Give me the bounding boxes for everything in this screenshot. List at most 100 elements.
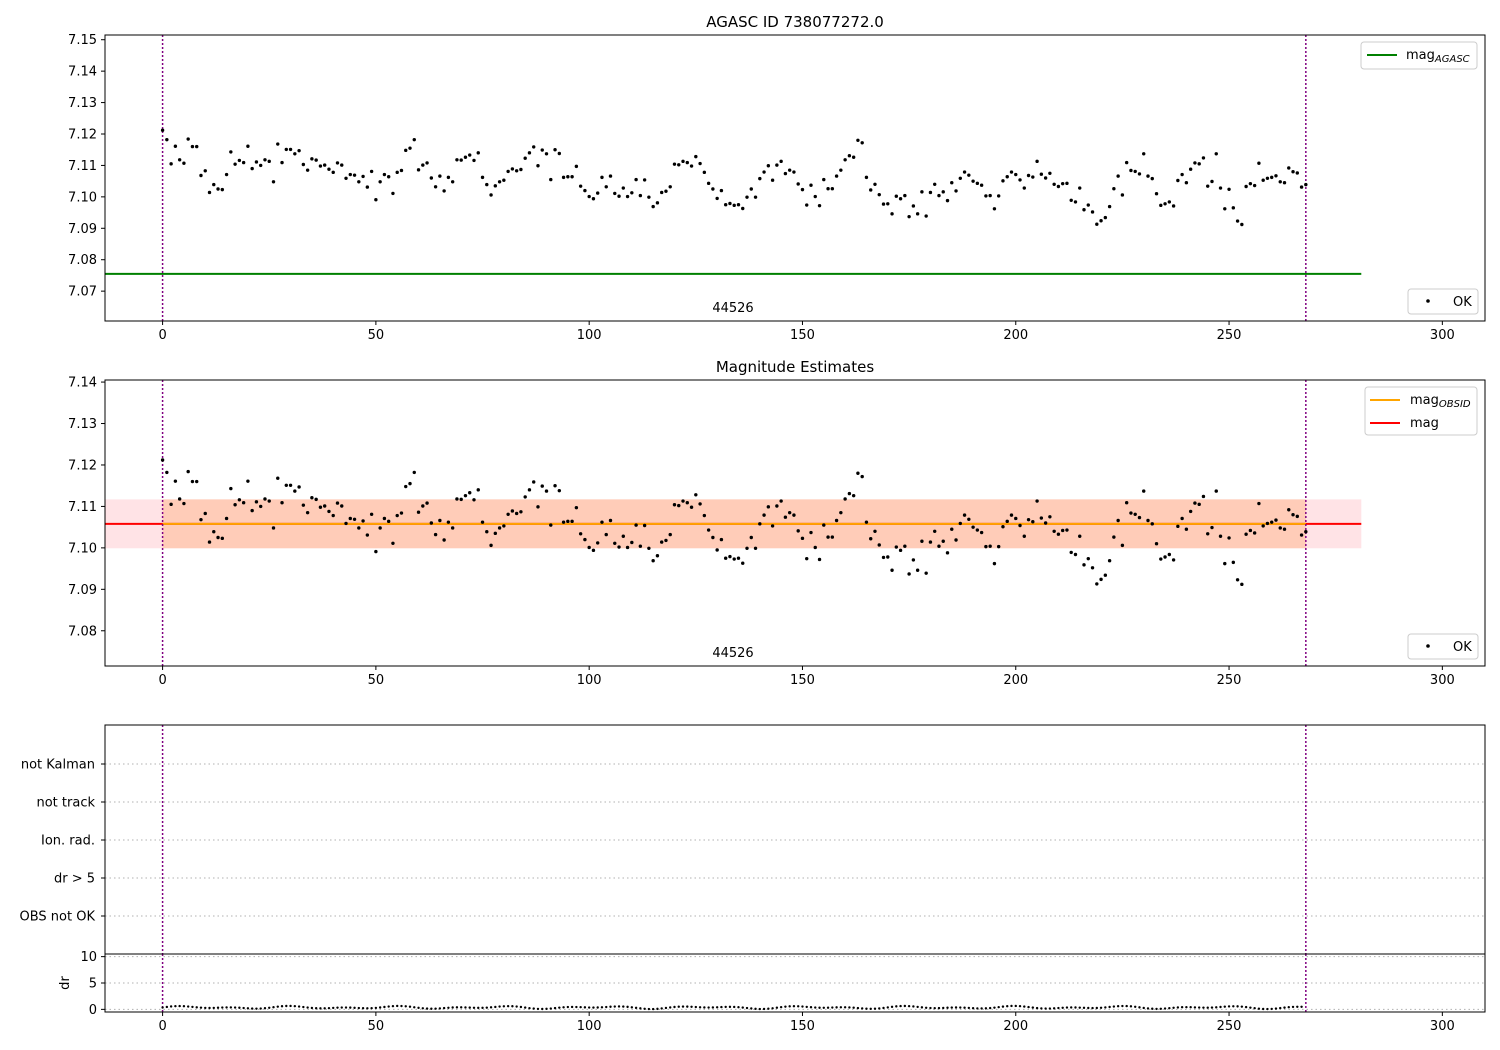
data-point-ok	[1039, 172, 1044, 176]
data-point-ok	[1124, 160, 1129, 165]
data-point-ok	[706, 528, 711, 532]
data-point-ok	[433, 185, 438, 189]
data-point-ok	[770, 524, 775, 528]
x-tick-label: 250	[1217, 673, 1242, 688]
data-point-ok	[480, 175, 485, 180]
data-point-ok	[497, 180, 502, 184]
data-point-ok	[254, 500, 259, 504]
data-point-ok	[173, 144, 178, 148]
data-point-ok	[1095, 582, 1099, 586]
data-point-ok	[195, 479, 199, 484]
dr-data-point	[1040, 1007, 1043, 1010]
data-point-ok	[246, 479, 250, 483]
data-point-ok	[1295, 514, 1300, 519]
data-point-ok	[783, 171, 788, 176]
data-point-ok	[459, 497, 463, 502]
y-tick-label: 7.08	[68, 253, 97, 268]
x-tick-label: 300	[1430, 328, 1455, 343]
data-point-ok	[570, 175, 574, 179]
dr-data-point	[946, 1006, 949, 1009]
x-tick-label: 150	[790, 1019, 815, 1034]
dr-data-point	[1099, 1006, 1103, 1009]
data-point-ok	[1214, 152, 1218, 156]
data-point-ok	[1048, 515, 1052, 519]
data-point-ok	[971, 525, 975, 529]
data-point-ok	[1090, 210, 1095, 214]
data-point-ok	[502, 178, 506, 182]
data-point-ok	[506, 512, 510, 516]
data-point-ok	[800, 187, 805, 192]
dr-data-point	[276, 1005, 279, 1008]
data-point-ok	[1188, 509, 1193, 514]
data-point-ok	[1043, 176, 1048, 180]
data-point-ok	[792, 513, 796, 517]
data-point-ok	[1184, 527, 1189, 531]
data-point-ok	[954, 189, 958, 193]
data-point-ok	[792, 170, 796, 174]
data-point-ok	[668, 185, 672, 189]
data-point-ok	[651, 204, 655, 209]
data-point-ok	[873, 182, 877, 186]
dr-axis-label: dr	[58, 976, 73, 990]
dr-data-point	[430, 1007, 433, 1010]
data-point-ok	[1218, 186, 1223, 190]
data-point-ok	[1201, 494, 1206, 499]
dr-data-point	[1261, 1007, 1265, 1011]
data-point-ok	[655, 201, 660, 205]
dr-data-point	[1291, 1005, 1295, 1009]
data-point-ok	[165, 137, 169, 142]
dr-data-point	[669, 1006, 672, 1009]
dr-data-point	[1232, 1005, 1235, 1008]
dr-data-point	[366, 1007, 369, 1010]
data-point-ok	[979, 183, 984, 187]
data-point-ok	[1035, 159, 1039, 164]
dr-data-point	[1116, 1005, 1120, 1008]
data-point-ok	[783, 515, 788, 519]
data-point-ok	[301, 503, 306, 507]
dr-data-point	[835, 1006, 838, 1009]
data-point-ok	[1124, 500, 1129, 505]
data-point-ok	[544, 152, 549, 156]
dr-data-point	[715, 1006, 719, 1009]
data-point-ok	[732, 557, 736, 561]
data-point-ok	[689, 505, 694, 509]
dr-data-point	[515, 1005, 518, 1008]
data-point-ok	[386, 175, 391, 179]
data-point-ok	[864, 175, 869, 180]
dr-data-point	[455, 1006, 459, 1009]
dr-data-point	[1052, 1007, 1056, 1010]
dr-data-point	[694, 1005, 698, 1009]
dr-data-point	[1061, 1006, 1064, 1009]
dr-data-point	[1146, 1007, 1150, 1010]
dr-data-point	[814, 1006, 817, 1009]
dr-data-point	[976, 1007, 979, 1010]
data-point-ok	[489, 543, 493, 548]
data-point-ok	[634, 177, 638, 182]
dr-data-point	[1001, 1005, 1005, 1008]
data-point-ok	[1235, 219, 1240, 223]
data-point-ok	[570, 519, 574, 524]
data-point-ok	[608, 174, 613, 178]
x-tick-label: 0	[158, 328, 166, 343]
data-point-ok	[1060, 528, 1065, 533]
data-point-ok	[962, 513, 967, 517]
data-point-ok	[1039, 516, 1044, 520]
legend-label-ok: OK	[1453, 640, 1472, 655]
data-point-ok	[1082, 208, 1086, 212]
data-point-ok	[689, 164, 694, 168]
data-point-ok	[241, 500, 246, 505]
data-point-ok	[1009, 513, 1014, 517]
data-point-ok	[455, 497, 459, 501]
data-point-ok	[237, 498, 242, 502]
data-point-ok	[924, 214, 928, 218]
dr-data-point	[1129, 1005, 1133, 1008]
data-point-ok	[301, 162, 306, 167]
dr-data-point	[980, 1007, 983, 1010]
data-point-ok	[950, 527, 954, 531]
data-point-ok	[1223, 207, 1227, 211]
data-point-ok	[1197, 162, 1201, 166]
data-point-ok	[224, 172, 229, 177]
data-point-ok	[271, 180, 276, 184]
data-point-ok	[659, 190, 664, 195]
dr-data-point	[622, 1005, 625, 1008]
